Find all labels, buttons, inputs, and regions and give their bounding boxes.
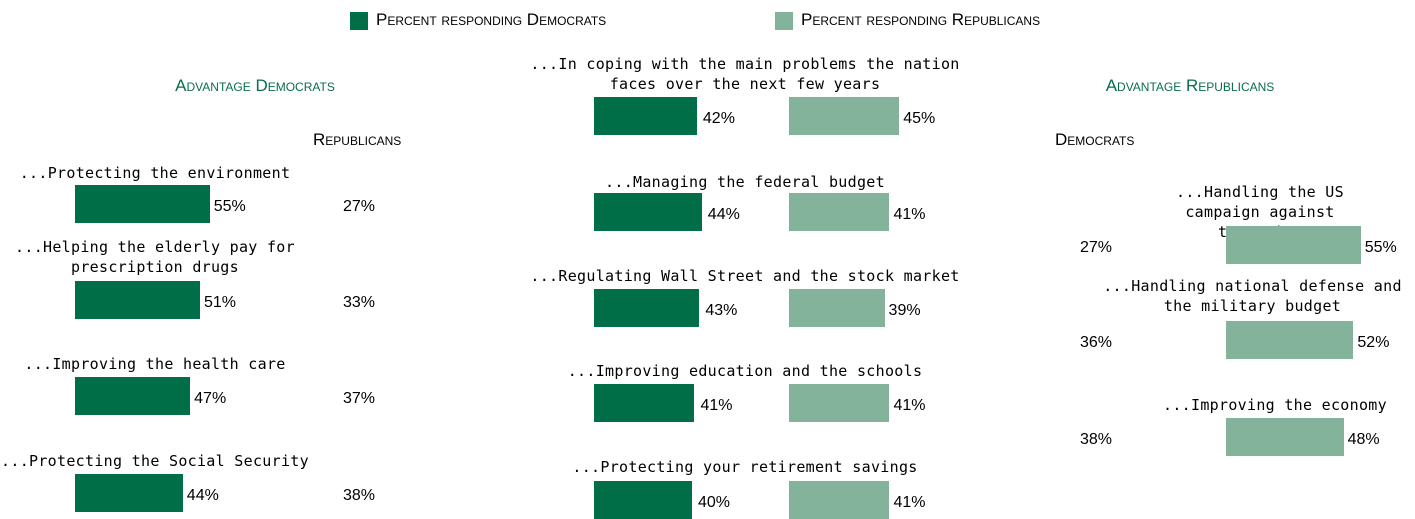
value-republicans: 52% xyxy=(1357,334,1390,351)
value-republicans: 41% xyxy=(893,494,926,511)
heading-advantage-democrats: Advantage Democrats xyxy=(175,76,335,95)
item-label: ...Protecting your retirement savings xyxy=(572,458,918,476)
value-democrats: 43% xyxy=(705,302,738,319)
subheading-democrats: Democrats xyxy=(1055,130,1135,149)
value-democrats: 55% xyxy=(213,198,246,215)
value-republicans: 27% xyxy=(343,198,376,215)
legend-swatch-republicans xyxy=(775,12,793,30)
bar-republicans xyxy=(789,193,890,231)
value-republicans: 37% xyxy=(343,390,376,407)
heading-advantage-republicans: Advantage Republicans xyxy=(1105,76,1275,95)
legend-swatch-democrats xyxy=(350,12,368,30)
bar-democrats xyxy=(594,384,695,422)
value-democrats: 51% xyxy=(203,294,236,311)
bar-democrats xyxy=(594,289,700,327)
item-label: ...Handling national defense and the mil… xyxy=(1103,277,1402,315)
bar-republicans xyxy=(789,97,900,135)
item-label: ...Helping the elderly pay for prescript… xyxy=(15,238,295,276)
bar-democrats xyxy=(594,481,692,519)
item-label: ...Managing the federal budget xyxy=(605,173,885,191)
value-democrats: 47% xyxy=(194,390,227,407)
value-republicans: 33% xyxy=(343,294,376,311)
legend-label-democrats: Percent responding Democrats xyxy=(376,10,607,29)
value-democrats: 41% xyxy=(700,397,733,414)
item-label: ...Protecting the environment xyxy=(19,164,291,182)
legend-label-republicans: Percent responding Republicans xyxy=(801,10,1041,29)
value-democrats: 27% xyxy=(1080,239,1113,256)
bar-republicans xyxy=(789,481,890,519)
bar-democrats xyxy=(75,281,200,319)
value-republicans: 38% xyxy=(343,487,376,504)
bar-republicans xyxy=(1226,418,1344,456)
bar-republicans xyxy=(789,289,885,327)
bar-democrats xyxy=(75,377,191,415)
value-democrats: 44% xyxy=(707,206,740,223)
value-republicans: 41% xyxy=(893,397,926,414)
value-republicans: 55% xyxy=(1364,239,1397,256)
value-democrats: 40% xyxy=(698,494,731,511)
bar-democrats xyxy=(594,193,702,231)
value-republicans: 39% xyxy=(888,302,921,319)
value-democrats: 38% xyxy=(1080,431,1113,448)
item-label: ...Improving the economy xyxy=(1163,396,1387,414)
subheading-republicans: Republicans xyxy=(313,130,402,149)
bar-republicans xyxy=(1226,321,1354,359)
item-label: ...Improving education and the schools xyxy=(567,362,923,380)
item-label: ...Regulating Wall Street and the stock … xyxy=(530,267,960,285)
bar-democrats xyxy=(75,185,210,223)
value-republicans: 48% xyxy=(1347,431,1380,448)
value-democrats: 42% xyxy=(702,110,735,127)
item-label: ...In coping with the main problems the … xyxy=(530,55,960,93)
value-republicans: 41% xyxy=(893,206,926,223)
bar-republicans xyxy=(789,384,890,422)
bar-democrats xyxy=(75,474,183,512)
value-democrats: 44% xyxy=(186,487,219,504)
bar-republicans xyxy=(1226,226,1361,264)
value-republicans: 45% xyxy=(903,110,936,127)
value-democrats: 36% xyxy=(1080,334,1113,351)
bar-democrats xyxy=(594,97,697,135)
